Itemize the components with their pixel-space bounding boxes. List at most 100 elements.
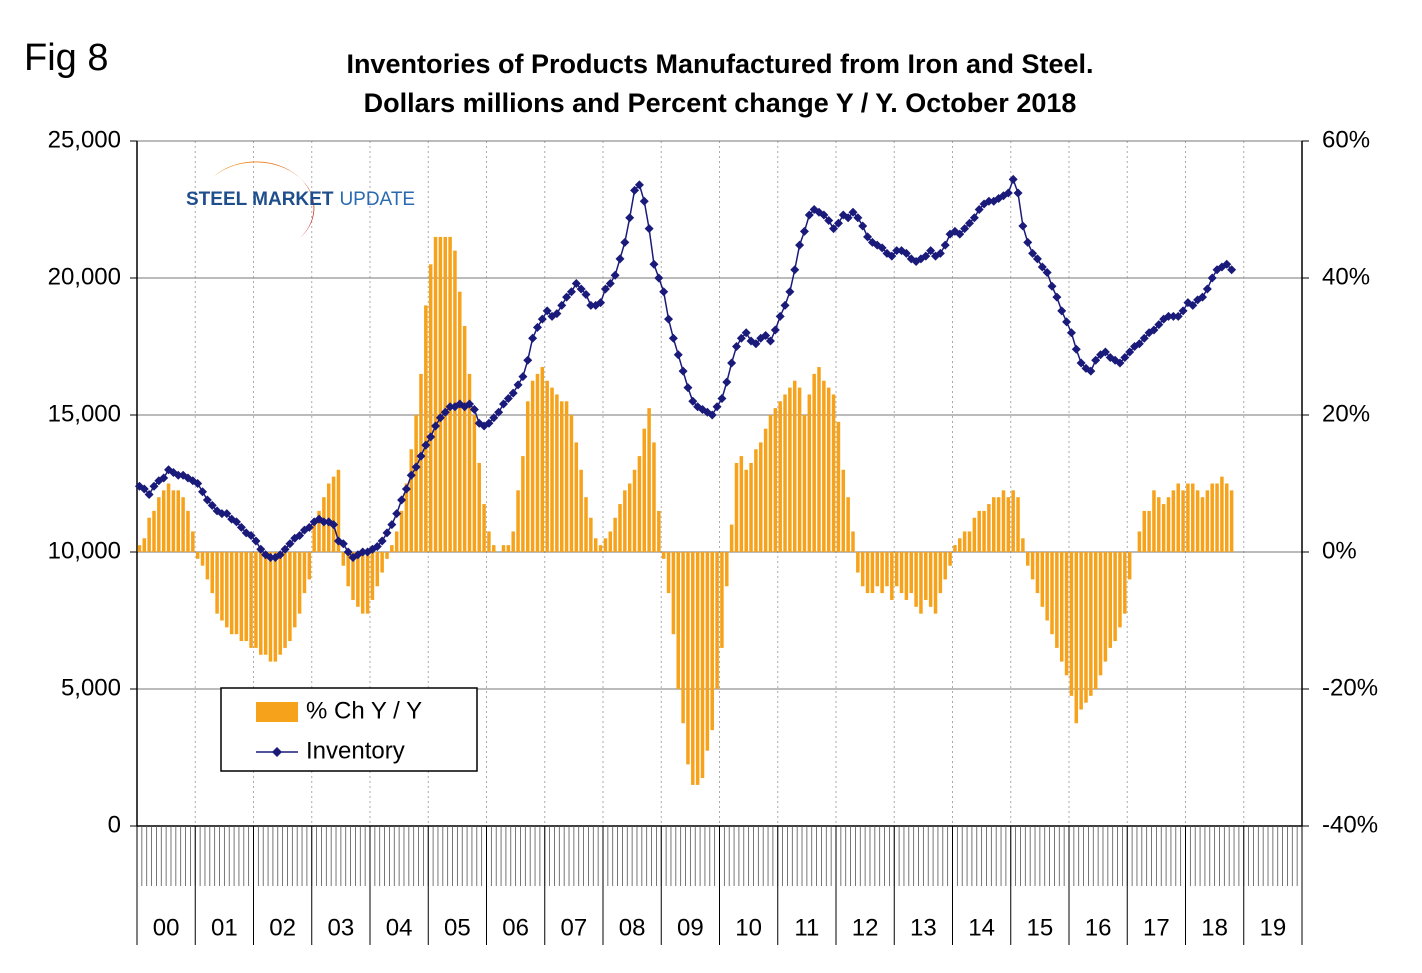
y2-tick-label: -20% (1322, 674, 1378, 701)
bar (676, 552, 680, 689)
marker (727, 358, 737, 368)
bar (924, 552, 928, 600)
bar (836, 421, 841, 552)
bar (487, 531, 491, 552)
y-tick-label: 20,000 (48, 263, 121, 290)
x-tick-label: 04 (386, 914, 413, 941)
bar (273, 552, 278, 662)
bar (215, 552, 219, 614)
bar (477, 462, 481, 552)
bar (1089, 552, 1093, 696)
bar (380, 552, 384, 573)
bar (657, 510, 661, 552)
x-tick-label: 12 (852, 914, 879, 941)
marker (634, 180, 644, 190)
bar (307, 552, 312, 580)
bar (239, 552, 244, 642)
bar (293, 552, 297, 628)
x-tick-label: 03 (328, 914, 355, 941)
marker (722, 377, 732, 387)
marker (964, 218, 974, 228)
bar (152, 510, 156, 552)
marker (625, 213, 635, 223)
marker (863, 232, 873, 242)
marker (387, 520, 397, 530)
bar (1064, 552, 1069, 676)
bar (254, 552, 258, 648)
x-tick-label: 01 (211, 914, 238, 941)
bar (312, 524, 316, 552)
y2-tick-label: -40% (1322, 811, 1378, 838)
marker (833, 218, 843, 228)
marker (1100, 347, 1110, 357)
marker (1134, 339, 1144, 349)
marker (1164, 311, 1174, 321)
bar (394, 531, 399, 552)
bar (516, 490, 520, 552)
marker (644, 224, 654, 234)
marker (940, 240, 950, 250)
marker (654, 273, 664, 283)
bar (734, 462, 739, 552)
bar (1108, 552, 1113, 648)
marker (848, 207, 858, 217)
marker (1071, 344, 1081, 354)
bar (399, 510, 404, 552)
marker (382, 528, 392, 538)
bar (1040, 552, 1045, 607)
marker (678, 366, 688, 376)
bar (492, 545, 496, 552)
bar (176, 490, 181, 552)
bar (807, 394, 812, 552)
bar (919, 552, 923, 614)
marker (824, 215, 834, 225)
bar (555, 394, 559, 552)
bar (1142, 510, 1146, 552)
x-tick-label: 09 (677, 914, 704, 941)
marker (795, 240, 805, 250)
marker (921, 251, 931, 261)
bar (613, 517, 617, 552)
bar (739, 456, 744, 552)
marker (484, 418, 494, 428)
bar (909, 552, 913, 594)
bar (812, 373, 816, 552)
marker (236, 522, 246, 532)
bar (715, 552, 719, 689)
bar (409, 449, 414, 552)
bar (783, 394, 787, 552)
marker (523, 355, 533, 365)
marker (435, 413, 445, 423)
marker (892, 246, 902, 256)
bar (841, 469, 846, 552)
marker (503, 394, 513, 404)
marker (557, 300, 567, 310)
marker (159, 473, 169, 483)
bar (637, 456, 642, 552)
bar (1030, 552, 1035, 580)
marker (1042, 268, 1052, 278)
marker (552, 309, 562, 319)
bar (938, 552, 943, 594)
bar (579, 469, 583, 552)
marker (1188, 300, 1198, 310)
marker (1149, 325, 1159, 335)
bar (1045, 552, 1049, 621)
bar (1195, 490, 1200, 552)
marker (319, 517, 329, 527)
marker (489, 413, 499, 423)
bar (1113, 552, 1117, 642)
bar (540, 367, 545, 552)
x-tick-label: 00 (153, 914, 180, 941)
bar (404, 483, 409, 552)
marker (576, 284, 586, 294)
marker (1202, 284, 1212, 294)
bar (1191, 483, 1195, 552)
marker (537, 314, 547, 324)
marker (785, 287, 795, 297)
marker (1057, 306, 1067, 316)
bar (142, 538, 147, 552)
legend-marker (272, 747, 282, 757)
marker (202, 495, 212, 505)
bar (1157, 497, 1161, 552)
